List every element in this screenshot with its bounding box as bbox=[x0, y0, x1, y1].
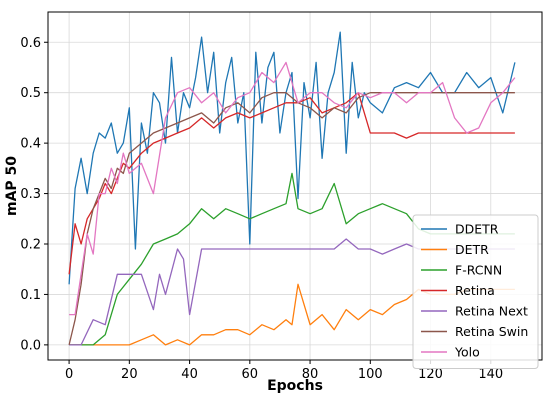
x-tick-label: 20 bbox=[121, 367, 138, 382]
x-tick-label: 0 bbox=[65, 367, 73, 382]
legend-label: DETR bbox=[455, 242, 489, 257]
legend-label: F-RCNN bbox=[455, 263, 502, 278]
x-tick-label: 100 bbox=[358, 367, 383, 382]
x-tick-label: 140 bbox=[478, 367, 503, 382]
x-tick-label: 60 bbox=[242, 367, 259, 382]
series-lines bbox=[68, 31, 516, 346]
legend-box bbox=[412, 214, 539, 369]
legend-label: Retina Swin bbox=[455, 324, 528, 339]
series-line-retina bbox=[68, 92, 515, 275]
legend: DDETR DETR F-RCNN Retina Retina Next Retina S… bbox=[412, 214, 539, 369]
y-tick-label: 0.6 bbox=[20, 36, 41, 51]
legend-label: Retina bbox=[455, 283, 495, 298]
plot-frame bbox=[47, 11, 543, 361]
series-line-yolo bbox=[69, 61, 516, 316]
series-line-ddetr bbox=[68, 31, 516, 285]
y-tick-label: 0.3 bbox=[20, 187, 41, 202]
y-tick-label: 0.1 bbox=[20, 288, 41, 303]
x-tick-label: 120 bbox=[418, 367, 443, 382]
legend-label: Yolo bbox=[454, 345, 480, 360]
x-tick-label: 80 bbox=[302, 367, 319, 382]
y-tick-label: 0.5 bbox=[20, 86, 41, 101]
x-tick-label: 40 bbox=[181, 367, 198, 382]
legend-label: Retina Next bbox=[455, 304, 528, 319]
y-tick-label: 0.2 bbox=[20, 238, 41, 253]
y-tick-label: 0.4 bbox=[20, 137, 41, 152]
legend-label: DDETR bbox=[455, 222, 499, 237]
ticks: 0 20 40 60 80 100 120 140 0.0 0.1 0.2 0.3 0.4 0.5 0.6 bbox=[20, 36, 503, 382]
x-axis-title: Epochs bbox=[267, 378, 323, 394]
y-axis-title: mAP 50 bbox=[4, 156, 20, 216]
y-tick-label: 0.0 bbox=[20, 338, 41, 353]
